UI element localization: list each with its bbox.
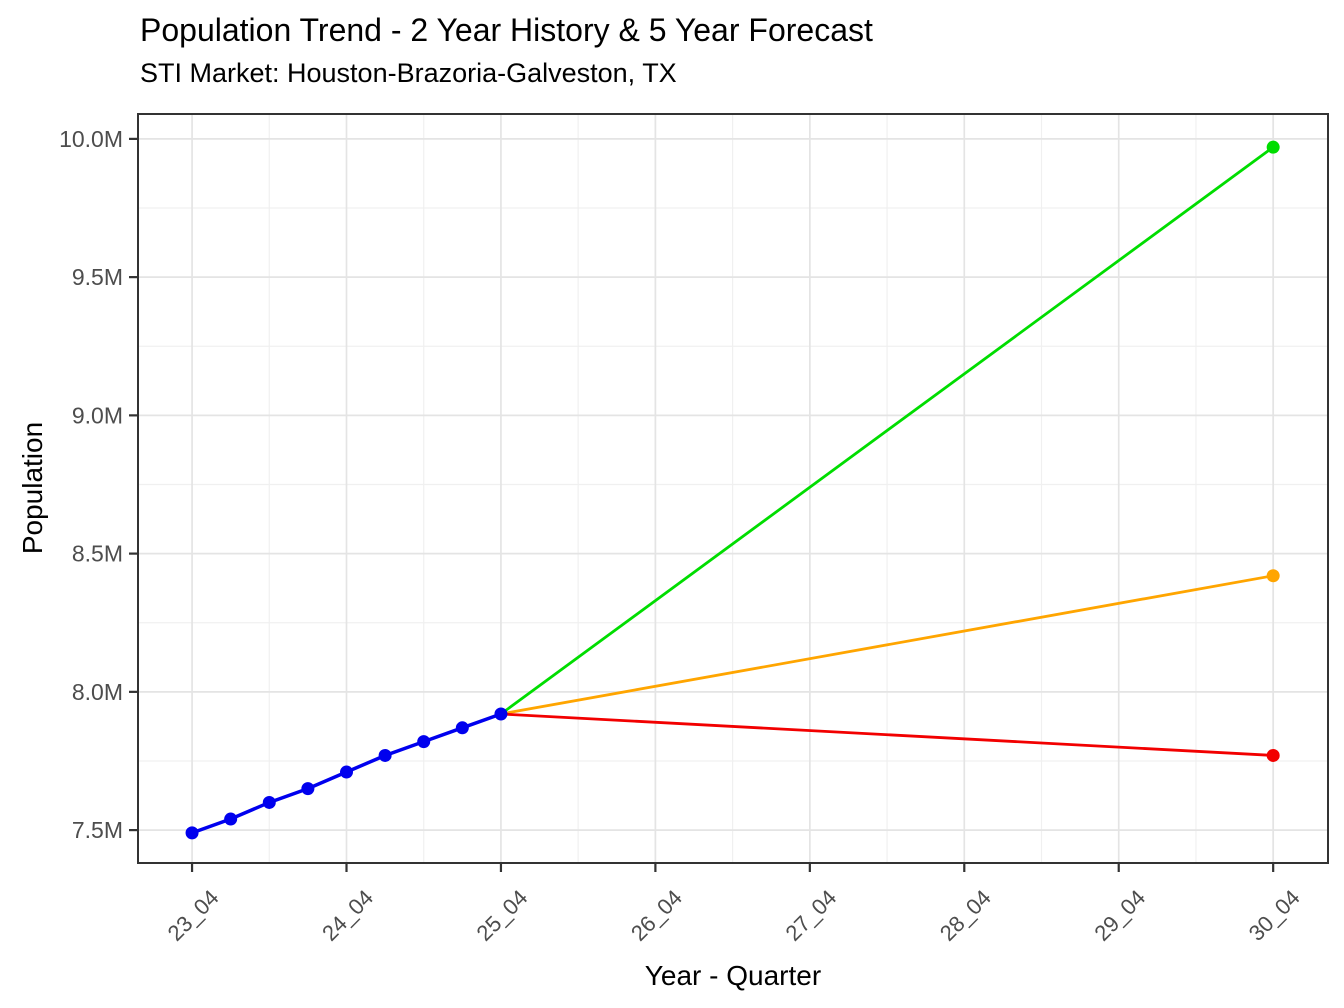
x-tick-label: 25_04	[472, 885, 533, 946]
x-tick-label: 23_04	[163, 885, 224, 946]
history-point	[224, 812, 238, 826]
panel-border	[137, 113, 1329, 864]
y-tick-label: 8.5M	[72, 541, 123, 567]
chart-subtitle: STI Market: Houston-Brazoria-Galveston, …	[140, 58, 677, 88]
forecast-base-line	[499, 574, 1275, 716]
chart-title: Population Trend - 2 Year History & 5 Ye…	[140, 12, 873, 48]
y-tick-label: 8.0M	[72, 679, 123, 705]
x-axis-title: Year - Quarter	[644, 960, 822, 991]
x-tick-label: 28_04	[935, 885, 996, 946]
history-point	[494, 707, 508, 721]
y-tick-label: 9.5M	[72, 264, 123, 290]
x-tick-label: 29_04	[1089, 885, 1150, 946]
history-point	[455, 721, 469, 735]
forecast-downside-point	[1266, 748, 1280, 762]
y-tick-label: 9.0M	[72, 402, 123, 428]
forecast-base-point	[1266, 569, 1280, 583]
history-point	[378, 748, 392, 762]
history-point	[262, 795, 276, 809]
history-point	[340, 765, 354, 779]
history-point	[185, 826, 199, 840]
forecast-upside-line	[499, 145, 1275, 716]
history-point	[301, 782, 315, 796]
x-tick-label: 27_04	[780, 885, 841, 946]
forecast-upside-point	[1266, 140, 1280, 154]
y-tick-label: 7.5M	[72, 817, 123, 843]
x-tick-label: 26_04	[626, 885, 687, 946]
y-tick-label: 10.0M	[59, 126, 123, 152]
x-tick-label: 24_04	[317, 885, 378, 946]
x-tick-label: 30_04	[1244, 885, 1305, 946]
history-point	[417, 735, 431, 749]
forecast-downside-line	[499, 712, 1275, 757]
